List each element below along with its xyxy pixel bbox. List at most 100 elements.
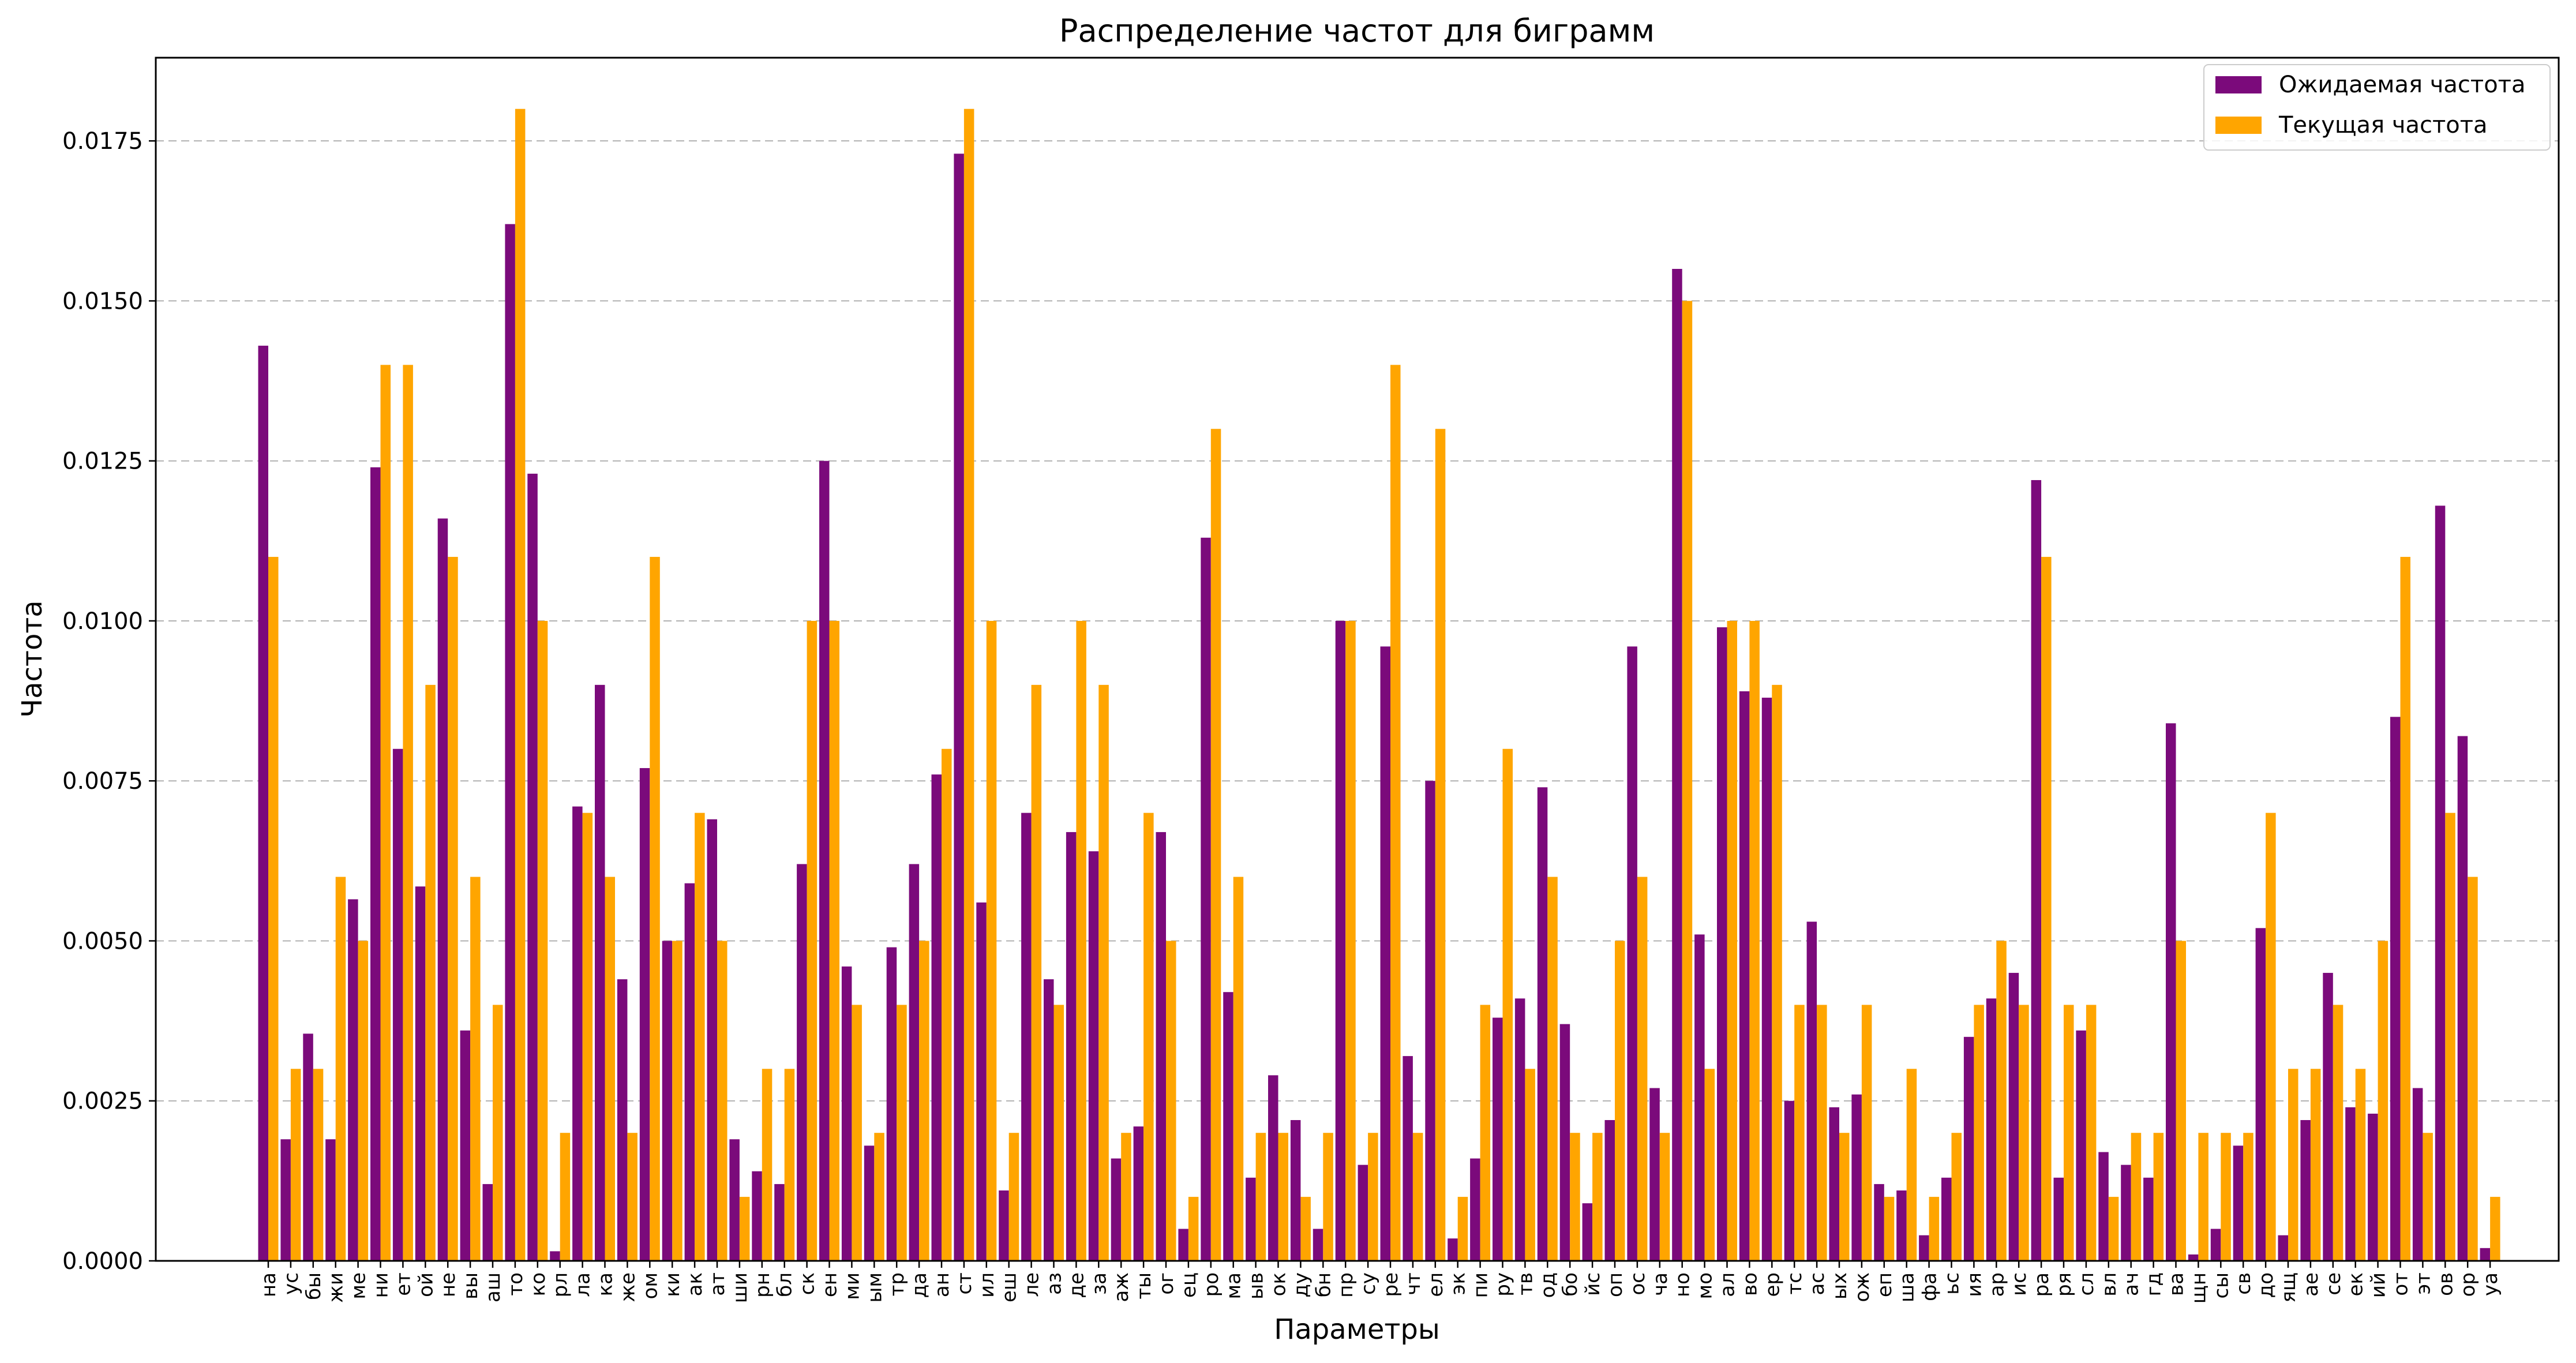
x-tick-label: йс [1581,1272,1604,1296]
x-tick-label: уа [2479,1272,2502,1296]
y-tick-label: 0.0175 [62,128,143,155]
plot-frame [155,57,2560,1262]
x-tick-label: бл [774,1272,797,1297]
x-tick-label: ря [2053,1272,2076,1297]
bar-current [807,620,818,1261]
bar-current [1547,877,1558,1261]
x-tick-label: еп [1873,1272,1896,1297]
bar-expected [1627,646,1637,1261]
legend-label-expected: Ожидаемая частота [2279,72,2525,98]
bar-expected [1156,832,1166,1261]
bar-expected [1403,1056,1413,1261]
x-tick-label: ал [1716,1272,1739,1297]
bar-current [2423,1133,2433,1261]
x-tick-label: ша [1896,1272,1919,1302]
x-tick-label: оп [1604,1272,1627,1297]
x-tick-label: пр [1334,1272,1358,1298]
x-tick-label: ра [2030,1272,2053,1297]
bar-expected [1133,1126,1144,1261]
bar-current [2243,1133,2253,1261]
x-tick-label: ач [2120,1272,2143,1296]
bar-current [1278,1133,1288,1261]
bar-current [560,1133,571,1261]
x-tick-label: ен [819,1272,842,1297]
bar-current [1233,877,1244,1261]
bar-expected [1851,1094,1862,1261]
bar-expected [2480,1248,2491,1261]
bar-expected [1717,627,1727,1261]
x-tick-label: пи [1469,1272,1493,1298]
x-tick-label: ае [2300,1272,2323,1297]
bar-current [1749,620,1760,1261]
bar-expected [1963,1036,1974,1261]
x-tick-label: ак [684,1272,707,1296]
bar-current [1008,1133,1019,1261]
bar-current [515,108,526,1261]
bar-current [1637,877,1648,1261]
x-tick-label: не [437,1272,460,1297]
x-tick-label: бы [302,1272,325,1300]
bar-current [2333,1005,2343,1261]
bar-expected [482,1184,493,1261]
bar-current [1884,1197,1895,1261]
bar-expected [1111,1158,1122,1261]
bar-expected [2166,723,2176,1261]
bar-expected [2031,480,2042,1261]
bar-current [1615,941,1625,1261]
bar-expected [1604,1120,1615,1261]
bar-current [1390,365,1401,1261]
x-tick-label: ос [1626,1272,1649,1295]
bar-expected [841,966,852,1261]
bar-current [268,557,279,1261]
bar-current [852,1005,862,1261]
x-tick-label: чт [1402,1272,1425,1295]
bar-expected [819,460,830,1261]
bar-current [425,684,436,1261]
bar-current [1166,941,1176,1261]
bar-current [1996,941,2007,1261]
bar-current [605,877,615,1261]
bar-expected [1044,979,1054,1261]
bar-expected [1941,1177,1952,1261]
bar-expected [752,1171,762,1261]
x-tick-label: ка [594,1272,617,1296]
bar-expected [1514,998,1525,1261]
x-tick-label: ча [1649,1272,1672,1296]
bar-expected [1268,1075,1278,1261]
bar-current [1457,1197,1468,1261]
bar-current [1480,1005,1491,1261]
bar-expected [1829,1107,1839,1261]
x-tick-label: за [1088,1272,1111,1295]
x-tick-label: ом [639,1272,662,1299]
bar-expected [999,1190,1009,1261]
x-tick-label: ан [931,1272,954,1297]
bar-expected [2255,928,2266,1261]
bar-current [2041,557,2052,1261]
x-axis-label: Параметры [1274,1313,1439,1346]
x-tick-label: су [1357,1272,1380,1295]
y-tick-label: 0.0100 [62,608,143,635]
x-tick-label: гд [2143,1272,2166,1296]
bar-expected [572,806,583,1261]
bar-current [1412,1133,1423,1261]
bar-current [2355,1069,2366,1261]
bar-expected [2053,1177,2064,1261]
x-tick-label: до [2255,1272,2278,1298]
bar-current [1053,1005,1064,1261]
bar-expected [1694,934,1705,1261]
bar-current [2108,1197,2119,1261]
x-tick-label: ел [1424,1272,1448,1297]
bar-current [739,1197,750,1261]
bar-current [2310,1069,2321,1261]
bar-current [380,365,391,1261]
x-tick-label: ты [1133,1272,1156,1300]
bar-current [650,557,660,1261]
bar-expected [2435,505,2446,1261]
bar-expected [886,947,897,1261]
x-tick-label: ов [2434,1272,2457,1296]
bar-current [470,877,481,1261]
x-tick-label: ус [280,1272,303,1295]
x-tick-label: мо [1694,1272,1717,1299]
bar-expected [1178,1229,1188,1261]
